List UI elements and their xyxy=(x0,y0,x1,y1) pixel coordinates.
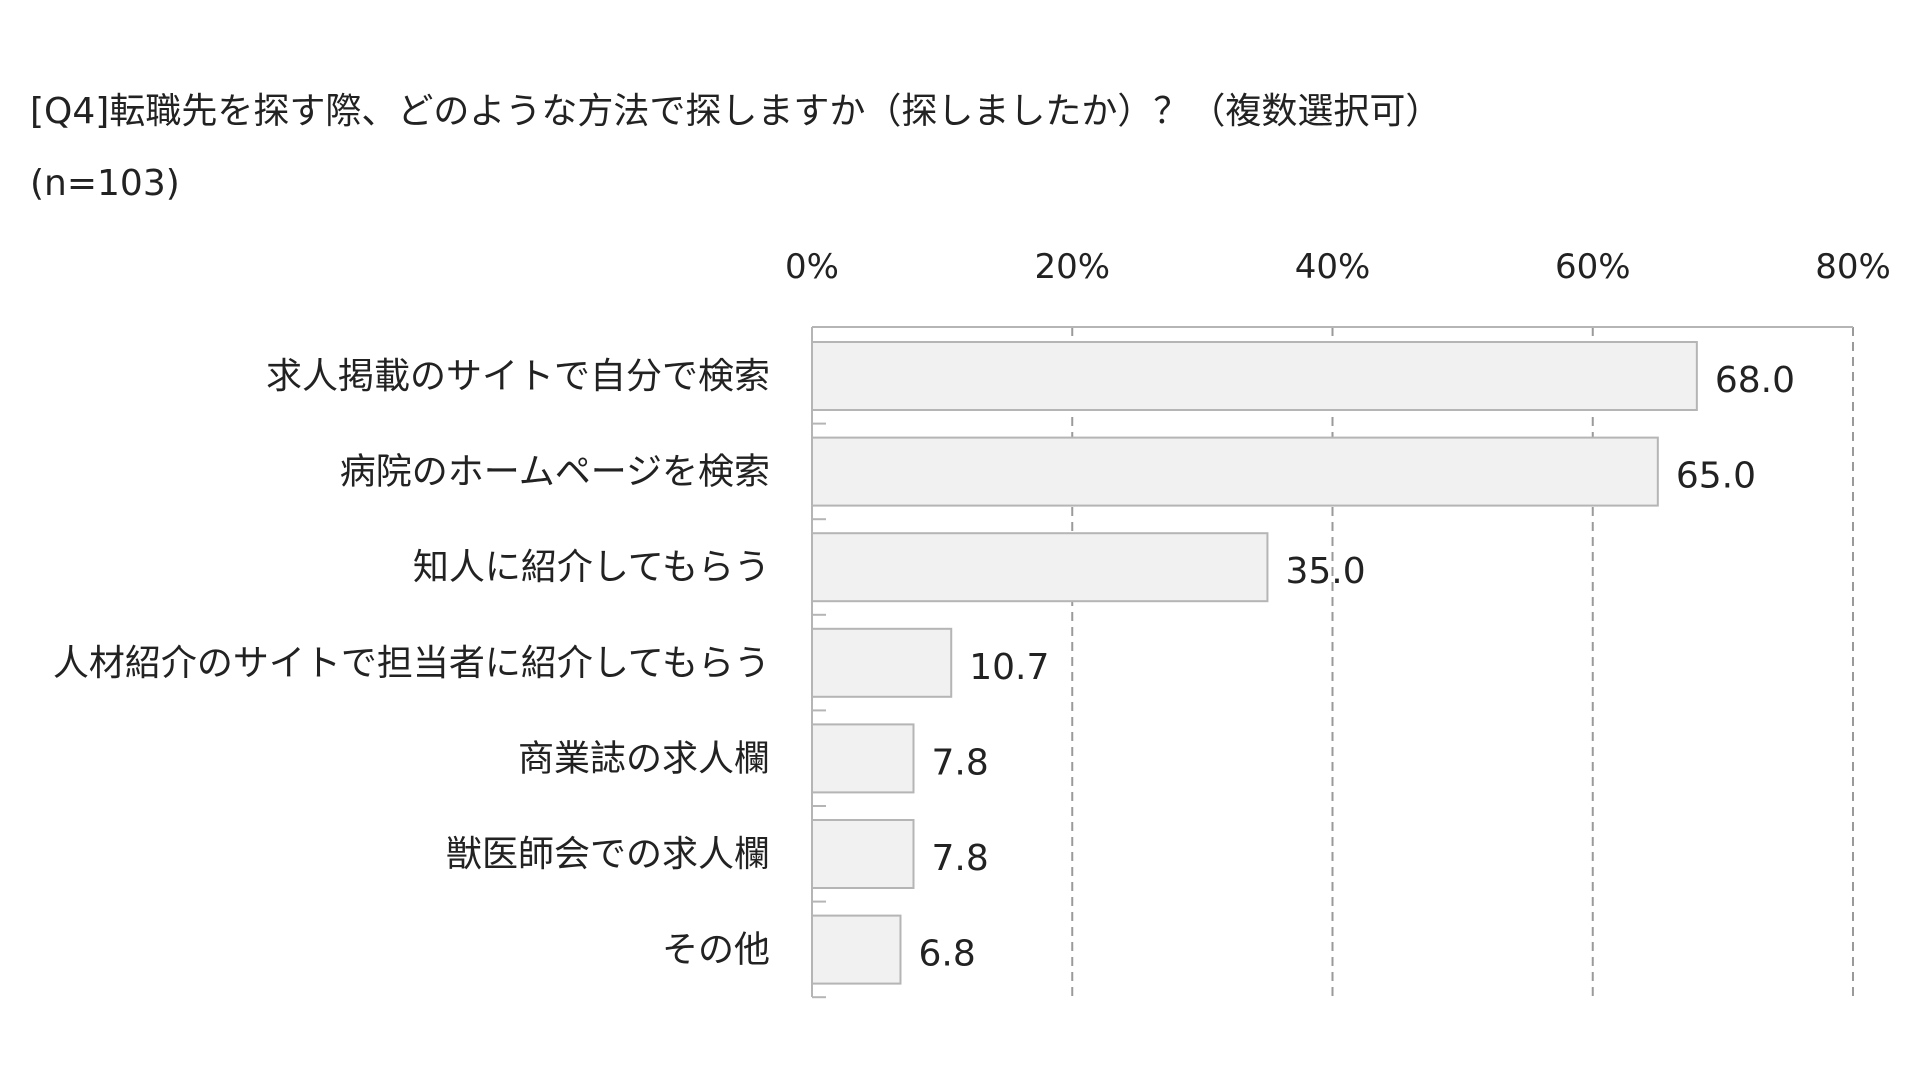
x-tick-label: 20% xyxy=(1034,247,1110,287)
axis-layer xyxy=(811,326,1853,999)
x-tick-label: 40% xyxy=(1295,247,1371,287)
category-label: 商業誌の求人欄 xyxy=(518,738,770,779)
x-tick-label: 0% xyxy=(785,247,839,287)
category-label: 知人に紹介してもらう xyxy=(413,547,770,588)
category-label: 求人掲載のサイトで自分で検索 xyxy=(266,356,770,397)
bar xyxy=(811,914,902,985)
category-label: その他 xyxy=(662,930,770,971)
bar xyxy=(811,627,953,698)
data-label: 6.8 xyxy=(918,934,975,975)
label-layer: 0% 20% 40% 60% 80% 求人掲載のサイトで自分で検索 68.0 病院のホームペー… xyxy=(53,247,1891,975)
bar xyxy=(811,819,915,889)
category-label: 獣医師会での求人欄 xyxy=(446,834,770,875)
data-label: 35.0 xyxy=(1285,551,1365,592)
data-label: 10.7 xyxy=(969,647,1049,688)
category-label: 人材紹介のサイトで担当者に紹介してもらう xyxy=(53,643,770,684)
data-label: 7.8 xyxy=(931,838,988,879)
bar xyxy=(811,723,915,794)
x-tick-label: 80% xyxy=(1815,247,1891,287)
x-tick-label: 60% xyxy=(1555,247,1631,287)
grid-layer xyxy=(1071,327,1854,997)
bar xyxy=(811,341,1698,411)
bar xyxy=(811,436,1659,507)
category-label: 病院のホームページを検索 xyxy=(340,452,770,493)
data-label: 7.8 xyxy=(931,742,988,783)
data-label: 68.0 xyxy=(1715,360,1795,401)
chart-title: [Q4]転職先を探す際、どのような方法で探しますか（探しましたか）？（複数選択可… xyxy=(30,91,1442,132)
bar xyxy=(811,532,1269,603)
bar-layer xyxy=(811,341,1698,985)
data-label: 65.0 xyxy=(1676,456,1756,497)
chart-subtitle: (n=103) xyxy=(30,163,180,204)
